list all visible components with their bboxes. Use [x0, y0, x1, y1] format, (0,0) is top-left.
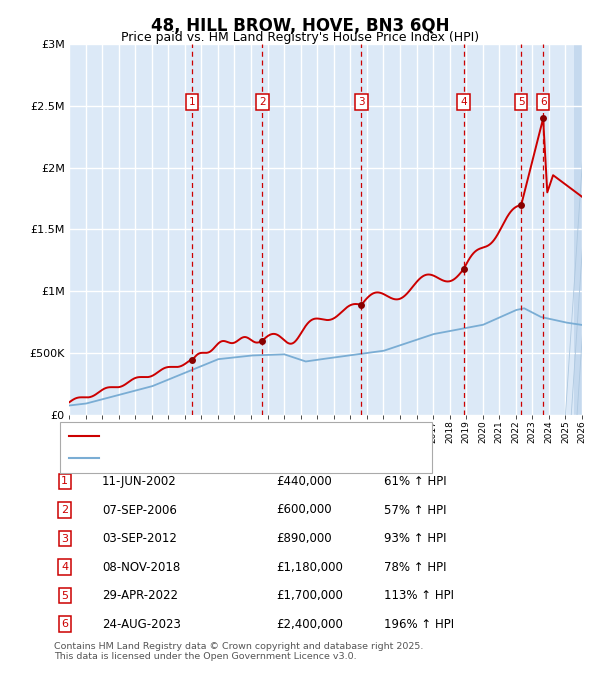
- Text: £1,180,000: £1,180,000: [276, 560, 343, 574]
- Text: Price paid vs. HM Land Registry's House Price Index (HPI): Price paid vs. HM Land Registry's House …: [121, 31, 479, 44]
- Text: 6: 6: [540, 97, 547, 107]
- Text: 03-SEP-2012: 03-SEP-2012: [102, 532, 177, 545]
- Text: 4: 4: [460, 97, 467, 107]
- Text: 07-SEP-2006: 07-SEP-2006: [102, 503, 177, 517]
- Text: HPI: Average price, detached house, Brighton and Hove: HPI: Average price, detached house, Brig…: [105, 454, 416, 463]
- Text: Contains HM Land Registry data © Crown copyright and database right 2025.
This d: Contains HM Land Registry data © Crown c…: [54, 641, 424, 661]
- Text: 93% ↑ HPI: 93% ↑ HPI: [384, 532, 446, 545]
- Text: 1: 1: [61, 477, 68, 486]
- Text: 08-NOV-2018: 08-NOV-2018: [102, 560, 180, 574]
- Text: 48, HILL BROW, HOVE, BN3 6QH: 48, HILL BROW, HOVE, BN3 6QH: [151, 17, 449, 35]
- Text: £1,700,000: £1,700,000: [276, 589, 343, 602]
- Text: 24-AUG-2023: 24-AUG-2023: [102, 617, 181, 631]
- Text: 3: 3: [358, 97, 365, 107]
- Text: 196% ↑ HPI: 196% ↑ HPI: [384, 617, 454, 631]
- Text: £440,000: £440,000: [276, 475, 332, 488]
- Text: 2: 2: [259, 97, 266, 107]
- Text: £2,400,000: £2,400,000: [276, 617, 343, 631]
- Text: 5: 5: [61, 591, 68, 600]
- Text: £890,000: £890,000: [276, 532, 332, 545]
- Text: 61% ↑ HPI: 61% ↑ HPI: [384, 475, 446, 488]
- Text: £600,000: £600,000: [276, 503, 332, 517]
- Text: 78% ↑ HPI: 78% ↑ HPI: [384, 560, 446, 574]
- Text: 3: 3: [61, 534, 68, 543]
- Text: 1: 1: [189, 97, 196, 107]
- Text: 29-APR-2022: 29-APR-2022: [102, 589, 178, 602]
- Text: 57% ↑ HPI: 57% ↑ HPI: [384, 503, 446, 517]
- Text: 11-JUN-2002: 11-JUN-2002: [102, 475, 177, 488]
- Text: 5: 5: [518, 97, 524, 107]
- Text: 4: 4: [61, 562, 68, 572]
- Text: 2: 2: [61, 505, 68, 515]
- Text: 113% ↑ HPI: 113% ↑ HPI: [384, 589, 454, 602]
- Text: 6: 6: [61, 619, 68, 629]
- Text: 48, HILL BROW, HOVE, BN3 6QH (detached house): 48, HILL BROW, HOVE, BN3 6QH (detached h…: [105, 431, 387, 441]
